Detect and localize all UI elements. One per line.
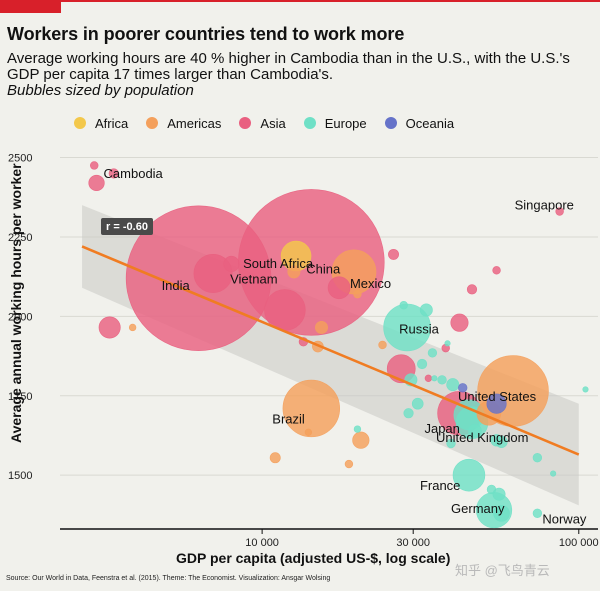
bubble-asia bbox=[108, 168, 119, 179]
bubble-americas bbox=[344, 459, 354, 469]
y-tick-label: 2000 bbox=[8, 311, 32, 323]
bubble-asia bbox=[88, 174, 105, 192]
bubble-asia bbox=[327, 276, 351, 300]
bubble-americas bbox=[304, 428, 313, 436]
bubble-europe bbox=[486, 484, 497, 495]
chart-title: Workers in poorer countries tend to work… bbox=[7, 24, 405, 44]
country-label: China bbox=[306, 261, 341, 276]
y-tick-label: 2500 bbox=[8, 153, 32, 165]
bubble-asia bbox=[492, 266, 501, 275]
watermark: 知乎 @飞鸟青云 bbox=[455, 563, 550, 578]
legend: Africa Americas Asia Europe Oceania bbox=[74, 114, 472, 132]
country-label: Brazil bbox=[272, 411, 305, 426]
country-label: India bbox=[162, 278, 191, 293]
bubble-europe bbox=[437, 375, 447, 385]
x-tick-label: 100 000 bbox=[559, 537, 599, 549]
bubble-europe bbox=[417, 358, 428, 370]
bubble-europe bbox=[582, 386, 589, 393]
legend-swatch bbox=[303, 117, 316, 129]
bubble-europe bbox=[353, 425, 362, 433]
legend-swatch bbox=[74, 117, 86, 129]
legend-label: Asia bbox=[260, 115, 286, 131]
bubble-europe bbox=[452, 458, 486, 492]
country-label: Japan bbox=[424, 421, 459, 436]
bubble-europe bbox=[468, 423, 482, 438]
legend-swatch bbox=[239, 117, 252, 129]
bubble-europe bbox=[532, 508, 543, 518]
country-label: Mexico bbox=[350, 276, 391, 291]
bubble-europe bbox=[446, 438, 456, 449]
bubble-americas bbox=[128, 323, 137, 332]
bubble-europe bbox=[427, 348, 438, 358]
legend-item-europe: Europe bbox=[303, 115, 367, 131]
chart-subtitle-italic: Bubbles sized by population bbox=[7, 82, 194, 99]
bubble-europe bbox=[399, 301, 408, 310]
country-label: Norway bbox=[542, 511, 587, 526]
bubble-americas bbox=[282, 379, 340, 438]
bubble-europe bbox=[444, 340, 451, 347]
bubble-americas bbox=[269, 452, 281, 464]
bubble-europe bbox=[431, 375, 438, 382]
top-rule bbox=[0, 0, 600, 2]
bubble-americas bbox=[315, 321, 328, 334]
x-axis-label: GDP per capita (adjusted US-$, log scale… bbox=[176, 550, 451, 566]
country-label: Vietnam bbox=[230, 271, 277, 286]
country-label: Singapore bbox=[515, 198, 574, 213]
bubble-europe bbox=[550, 470, 557, 477]
country-label: Russia bbox=[399, 321, 440, 336]
bubble-europe bbox=[403, 408, 414, 419]
bubble-europe bbox=[411, 397, 424, 410]
bubble-europe bbox=[532, 453, 543, 463]
bubble-asia bbox=[98, 316, 121, 339]
correlation-badge bbox=[101, 218, 153, 235]
correlation-label: r = -0.60 bbox=[106, 221, 148, 233]
x-tick-label: 10 000 bbox=[245, 537, 279, 549]
legend-item-oceania: Oceania bbox=[384, 115, 455, 131]
country-label: United States bbox=[458, 389, 537, 404]
y-tick-label: 2250 bbox=[8, 232, 32, 244]
regression-line bbox=[81, 245, 580, 456]
legend-item-asia: Asia bbox=[239, 115, 286, 131]
bubble-europe bbox=[493, 504, 510, 522]
legend-item-africa: Africa bbox=[74, 116, 128, 131]
legend-swatch bbox=[384, 117, 397, 129]
country-label: Germany bbox=[451, 501, 505, 516]
legend-label: Europe bbox=[324, 115, 367, 131]
legend-swatch bbox=[146, 117, 159, 129]
y-tick-label: 1500 bbox=[8, 470, 32, 482]
country-label: France bbox=[420, 478, 460, 493]
bubble-americas bbox=[352, 431, 370, 449]
bubble-europe bbox=[492, 487, 506, 501]
bubble-asia bbox=[466, 284, 478, 295]
bubble-americas bbox=[287, 265, 301, 279]
bubble-asia bbox=[223, 255, 240, 273]
bubble-oceania bbox=[486, 393, 507, 414]
country-label: Cambodia bbox=[104, 166, 164, 181]
bubble-europe bbox=[446, 378, 460, 392]
bubble-asia bbox=[424, 374, 433, 382]
bubble-asia bbox=[450, 313, 469, 332]
bubble-oceania bbox=[458, 383, 468, 393]
chart-subtitle: Average working hours are 40 % higher in… bbox=[7, 50, 570, 83]
bubble-americas bbox=[353, 289, 362, 299]
x-tick-label: 30 000 bbox=[396, 537, 430, 549]
bubble-europe bbox=[495, 435, 508, 448]
top-tag bbox=[0, 0, 61, 13]
bubble-asia bbox=[388, 248, 399, 260]
country-label: South Africa bbox=[243, 256, 314, 271]
legend-item-americas: Americas bbox=[146, 116, 221, 131]
y-axis-label: Average annual working hours per worker bbox=[8, 163, 24, 443]
bubble-asia bbox=[555, 207, 564, 216]
legend-label: Americas bbox=[167, 115, 222, 131]
bubble-americas bbox=[378, 340, 387, 350]
country-label: United Kingdom bbox=[436, 430, 528, 445]
legend-label: Oceania bbox=[405, 115, 455, 131]
y-tick-label: 1750 bbox=[8, 391, 32, 403]
source-note: Source: Our World in Data, Feenstra et a… bbox=[6, 575, 331, 582]
legend-label: Africa bbox=[95, 115, 129, 131]
bubble-asia bbox=[193, 253, 233, 293]
bubble-asia bbox=[90, 161, 99, 170]
bubble-europe bbox=[419, 303, 433, 317]
